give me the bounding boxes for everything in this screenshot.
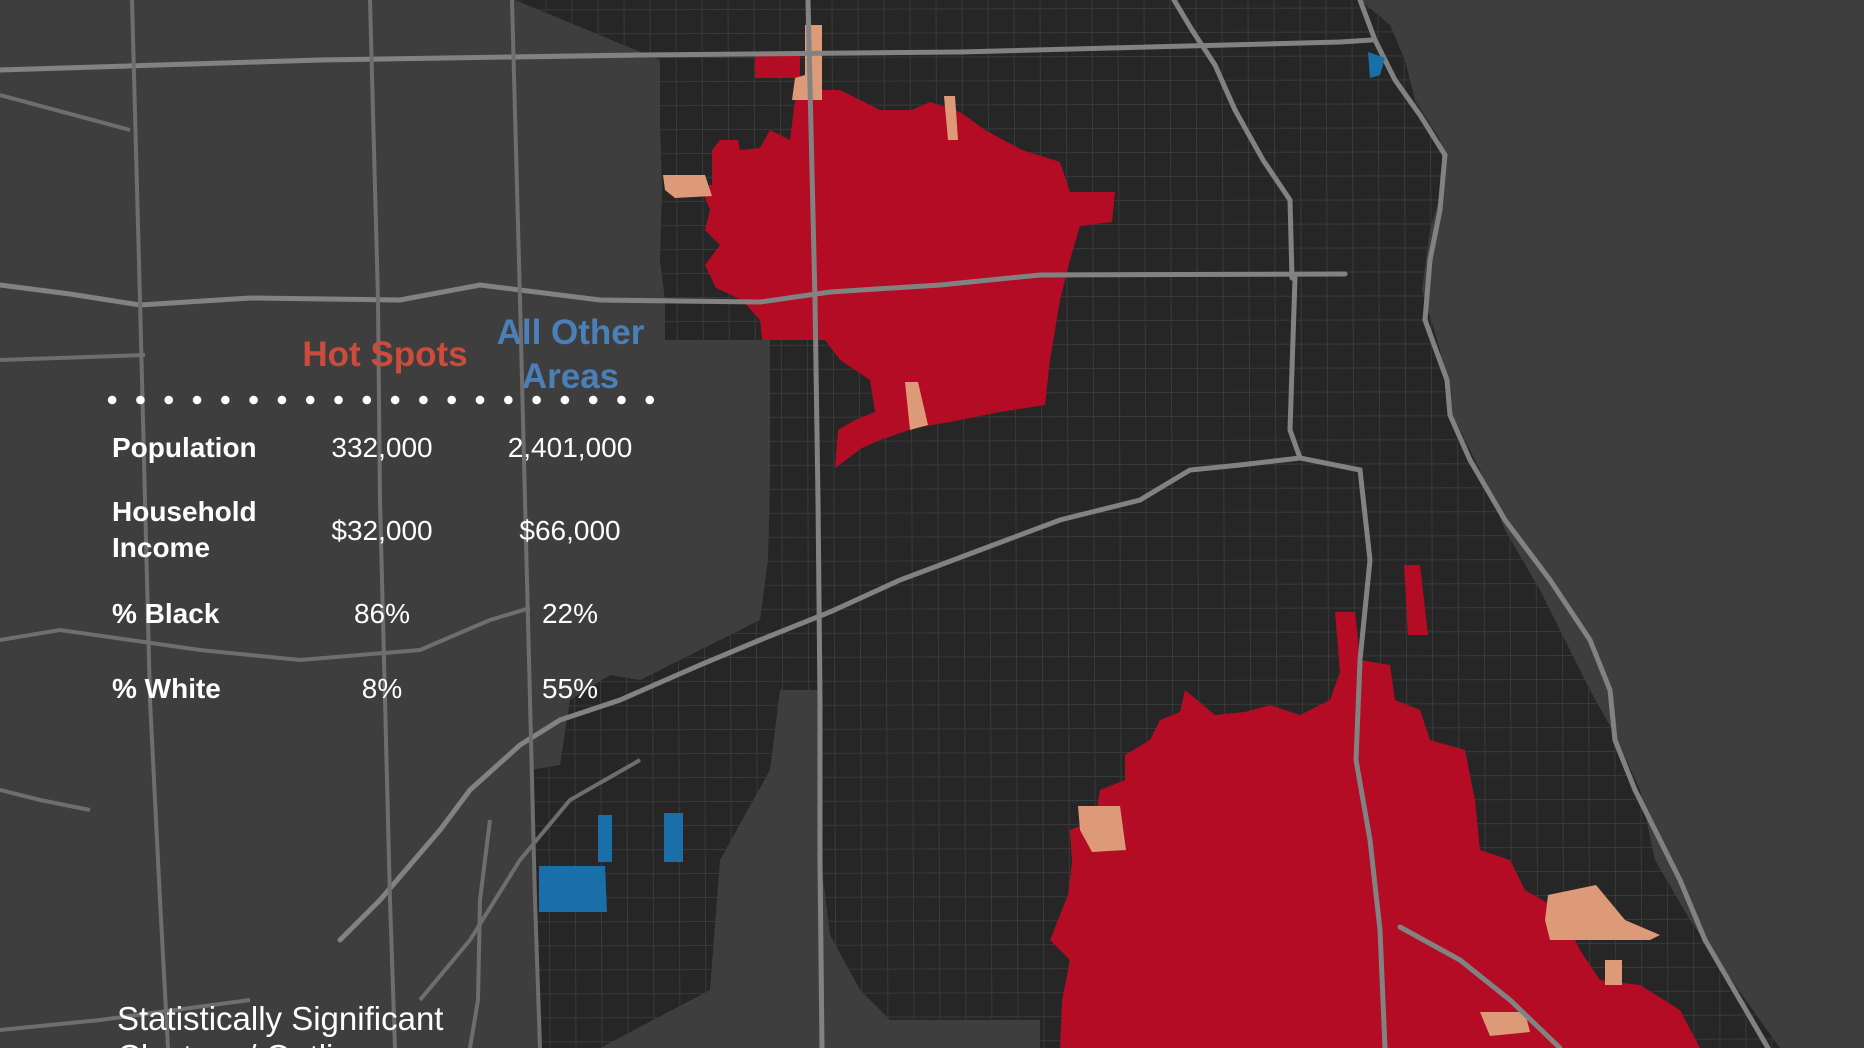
hot-spot-cluster-north xyxy=(700,90,1115,468)
map-roads-east xyxy=(0,0,1771,1048)
hot-outliers xyxy=(663,25,1660,1036)
map-roads-west xyxy=(0,0,641,1048)
hot-spot-fragment-north xyxy=(755,55,800,78)
hot-spot-fragment-east xyxy=(1404,565,1428,635)
hot-spot-cluster-south xyxy=(1050,612,1700,1048)
cold-spots xyxy=(539,52,1385,912)
